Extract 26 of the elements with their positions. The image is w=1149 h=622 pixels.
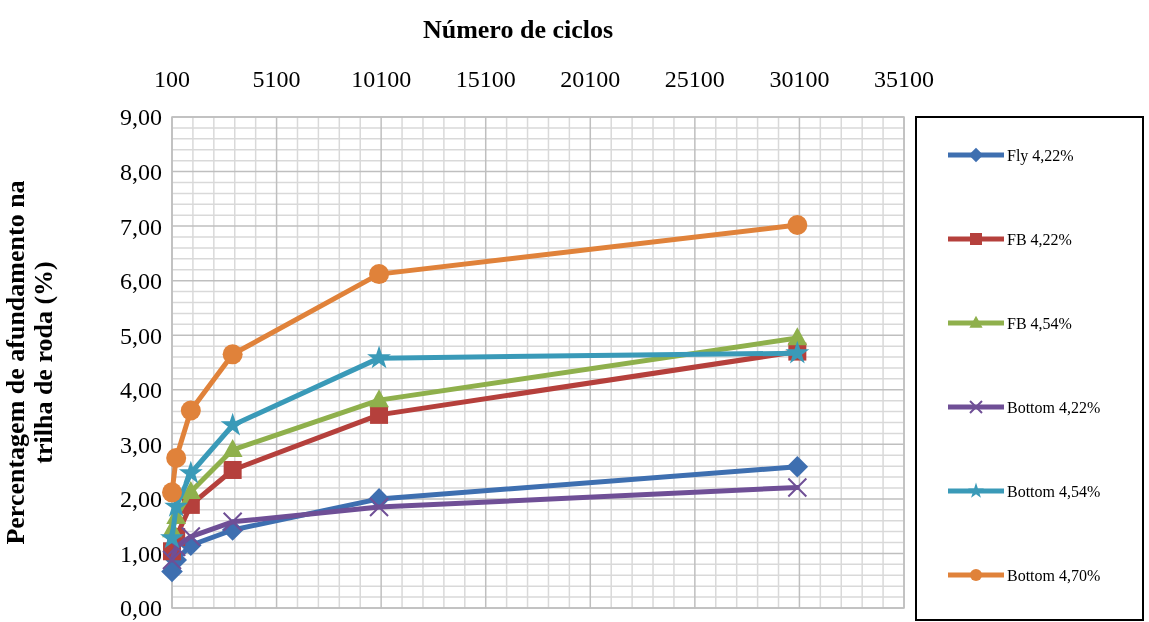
x-tick-label: 100 [154, 66, 190, 92]
legend-label: Bottom 4,70% [1007, 566, 1101, 584]
y-tick-label: 1,00 [120, 540, 162, 567]
y-tick-label: 2,00 [120, 486, 162, 513]
legend-label: Fly 4,22% [1007, 146, 1074, 165]
y-axis-title: Percentagem de afundamento na trilha de roda (%) [0, 180, 59, 545]
y-tick-label: 0,00 [120, 595, 162, 622]
y-tick-label: 5,00 [120, 322, 162, 349]
x-tick-label: 25100 [664, 66, 725, 92]
legend-label: FB 4,22% [1007, 230, 1072, 248]
y-tick-label: 4,00 [120, 377, 162, 404]
y-tick-label: 8,00 [120, 158, 162, 185]
x-tick-label: 30100 [769, 66, 830, 92]
y-tick-label: 9,00 [120, 104, 162, 131]
legend-label: Bottom 4,54% [1007, 482, 1101, 500]
y-tick-label: 6,00 [120, 268, 162, 295]
y-tick-label: 3,00 [120, 431, 162, 458]
legend-label: Bottom 4,22% [1007, 398, 1101, 416]
x-tick-label: 35100 [874, 66, 934, 92]
x-tick-label: 5100 [252, 66, 301, 92]
x-tick-label: 15100 [455, 66, 516, 92]
x-tick-label: 20100 [560, 66, 621, 92]
x-axis-title: Número de ciclos [422, 15, 614, 44]
y-tick-label: 7,00 [120, 213, 162, 240]
x-tick-label: 10100 [351, 66, 412, 92]
legend-label: FB 4,54% [1007, 314, 1072, 332]
